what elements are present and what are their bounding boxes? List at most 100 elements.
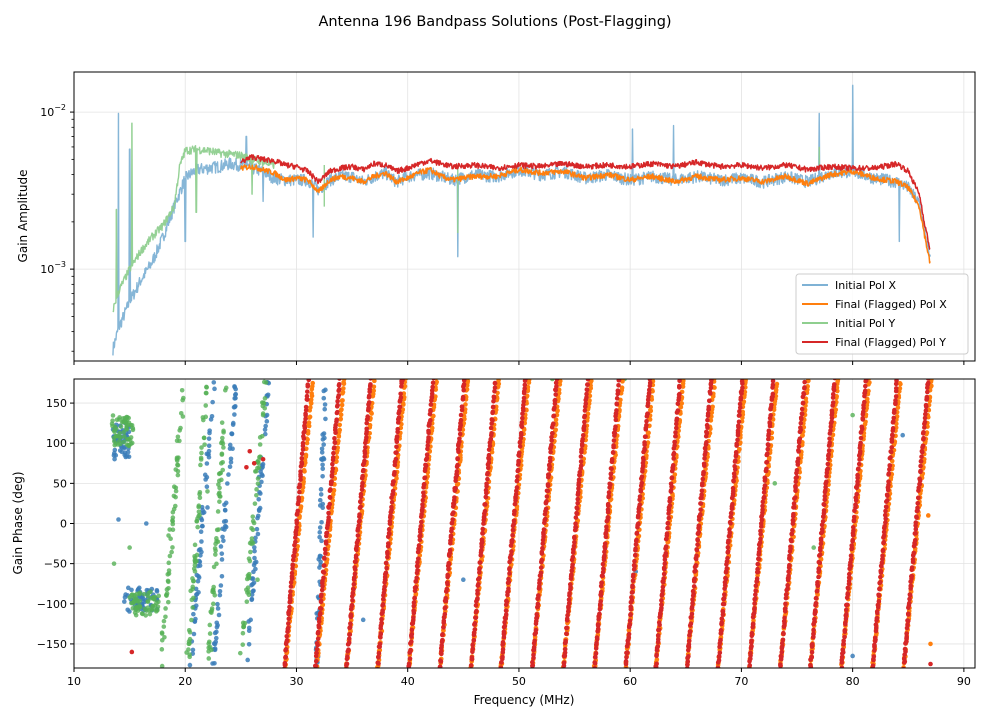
phase-point-final-pol-y [699, 492, 704, 498]
phase-point-final-pol-y [921, 429, 926, 435]
phase-point-initial-pol-x [215, 606, 221, 611]
phase-point-final-pol-y [755, 561, 761, 567]
phase-point-final-pol-y [444, 586, 450, 592]
phase-point-final-pol-y [816, 567, 822, 572]
phase-point-initial-pol-y [184, 650, 189, 655]
phase-x-tick-label: 60 [623, 675, 637, 688]
phase-point-final-pol-y [639, 474, 645, 480]
phase-point-final-pol-y [282, 660, 288, 666]
phase-point-final-pol-y [677, 391, 682, 397]
phase-point-initial-pol-x [317, 497, 323, 503]
phase-point-final-pol-y [647, 380, 653, 386]
phase-point-final-pol-y [886, 471, 892, 476]
phase-point-final-pol-y [442, 611, 448, 617]
phase-point-initial-pol-y [130, 427, 136, 433]
phase-point-initial-pol-y [140, 611, 145, 617]
phase-point-final-pol-y [546, 472, 552, 477]
phase-point-initial-pol-y [159, 647, 165, 652]
phase-point-final-pol-y [424, 452, 430, 457]
phase-point-final-pol-y [347, 624, 353, 630]
phase-point-final-pol-y [873, 622, 879, 627]
phase-point-final-pol-y [330, 461, 335, 467]
phase-point-final-pol-y [762, 483, 768, 488]
phase-point-final-pol-y [779, 649, 785, 655]
phase-point-initial-pol-x [202, 472, 208, 478]
phase-point-initial-pol-y [129, 592, 135, 597]
phase-point-final-pol-y [902, 646, 908, 652]
phase-point-final-pol-y [765, 451, 770, 456]
phase-point-initial-pol-y [163, 614, 168, 620]
phase-point-final-pol-y [695, 537, 700, 542]
phase-point-final-pol-y [884, 504, 889, 510]
phase-point-final-pol-y [377, 641, 383, 647]
phase-point-initial-pol-x [204, 461, 210, 466]
phase-point-final-pol-y [753, 592, 758, 597]
phase-point-final-pol-y [846, 578, 852, 584]
phase-point-final-pol-y [430, 380, 436, 386]
phase-point-initial-pol-y [141, 591, 147, 597]
phase-point-initial-pol-x [214, 629, 219, 635]
phase-point-initial-pol-x [125, 449, 131, 455]
phase-point-final-pol-y [571, 543, 577, 549]
phase-point-final-pol-y [720, 612, 726, 617]
phase-point-final-pol-y [704, 430, 710, 436]
phase-point-final-pol-y [564, 616, 570, 622]
phase-point-final-pol-x [308, 397, 314, 402]
phase-point-final-pol-y [628, 612, 633, 617]
phase-point-final-pol-y [879, 560, 885, 566]
phase-point-final-pol-y [554, 384, 559, 389]
phase-point-final-pol-y [690, 597, 695, 602]
phase-point-final-pol-x [526, 379, 532, 383]
phase-point-final-pol-y [699, 488, 705, 494]
phase-point-initial-pol-x [230, 446, 235, 452]
phase-point-initial-pol-y [772, 481, 778, 486]
phase-point-final-pol-y [707, 398, 712, 404]
phase-point-final-pol-y [362, 458, 367, 464]
phase-point-final-pol-y [299, 455, 305, 461]
phase-point-final-pol-y [753, 583, 759, 589]
phase-point-initial-pol-y [208, 609, 214, 615]
phase-point-final-pol-y [574, 511, 580, 516]
phase-point-final-pol-y [918, 459, 924, 464]
phase-point-initial-pol-x [318, 559, 323, 565]
phase-point-initial-pol-x [205, 505, 210, 510]
phase-point-initial-pol-y [192, 553, 197, 559]
phase-point-final-pol-x [367, 422, 373, 428]
phase-point-final-pol-y [886, 479, 891, 484]
phase-point-final-pol-y [818, 545, 823, 551]
phase-point-final-pol-y [283, 647, 289, 652]
phase-point-final-pol-y [531, 652, 536, 658]
phase-point-final-pol-y [893, 386, 899, 391]
phase-point-final-pol-y [562, 646, 568, 652]
phase-point-final-pol-y [288, 584, 294, 589]
phase-point-initial-pol-y [194, 518, 200, 524]
phase-point-final-pol-y [304, 393, 310, 399]
phase-point-final-pol-y [706, 404, 712, 410]
phase-point-initial-pol-y [811, 545, 817, 550]
phase-point-initial-pol-y [550, 379, 555, 382]
phase-point-initial-pol-x [233, 386, 238, 392]
phase-point-final-pol-y [909, 565, 915, 570]
phase-point-final-pol-y [884, 492, 890, 498]
phase-point-final-pol-y [638, 487, 643, 493]
phase-point-initial-pol-x [264, 419, 270, 424]
phase-point-final-pol-y [330, 455, 336, 460]
phase-point-final-pol-y [392, 470, 397, 475]
phase-point-final-pol-y [624, 654, 629, 660]
phase-point-initial-pol-x [461, 577, 466, 582]
phase-point-final-pol-y [419, 511, 424, 517]
phase-point-final-pol-y [385, 554, 390, 560]
phase-point-final-pol-y [327, 495, 333, 500]
phase-point-final-pol-y [737, 409, 742, 414]
phase-point-final-pol-y [569, 568, 575, 574]
phase-point-final-pol-y [583, 401, 589, 406]
phase-point-final-pol-y [908, 583, 913, 589]
phase-point-final-pol-y [859, 424, 865, 430]
phase-point-final-pol-y [885, 498, 890, 503]
phase-y-tick-label: 0 [60, 518, 67, 531]
phase-point-initial-pol-x [322, 435, 327, 441]
phase-point-final-pol-x [864, 396, 870, 402]
phase-point-initial-pol-y [257, 435, 263, 440]
phase-point-final-pol-y [449, 521, 455, 526]
phase-point-final-pol-x [305, 428, 311, 434]
